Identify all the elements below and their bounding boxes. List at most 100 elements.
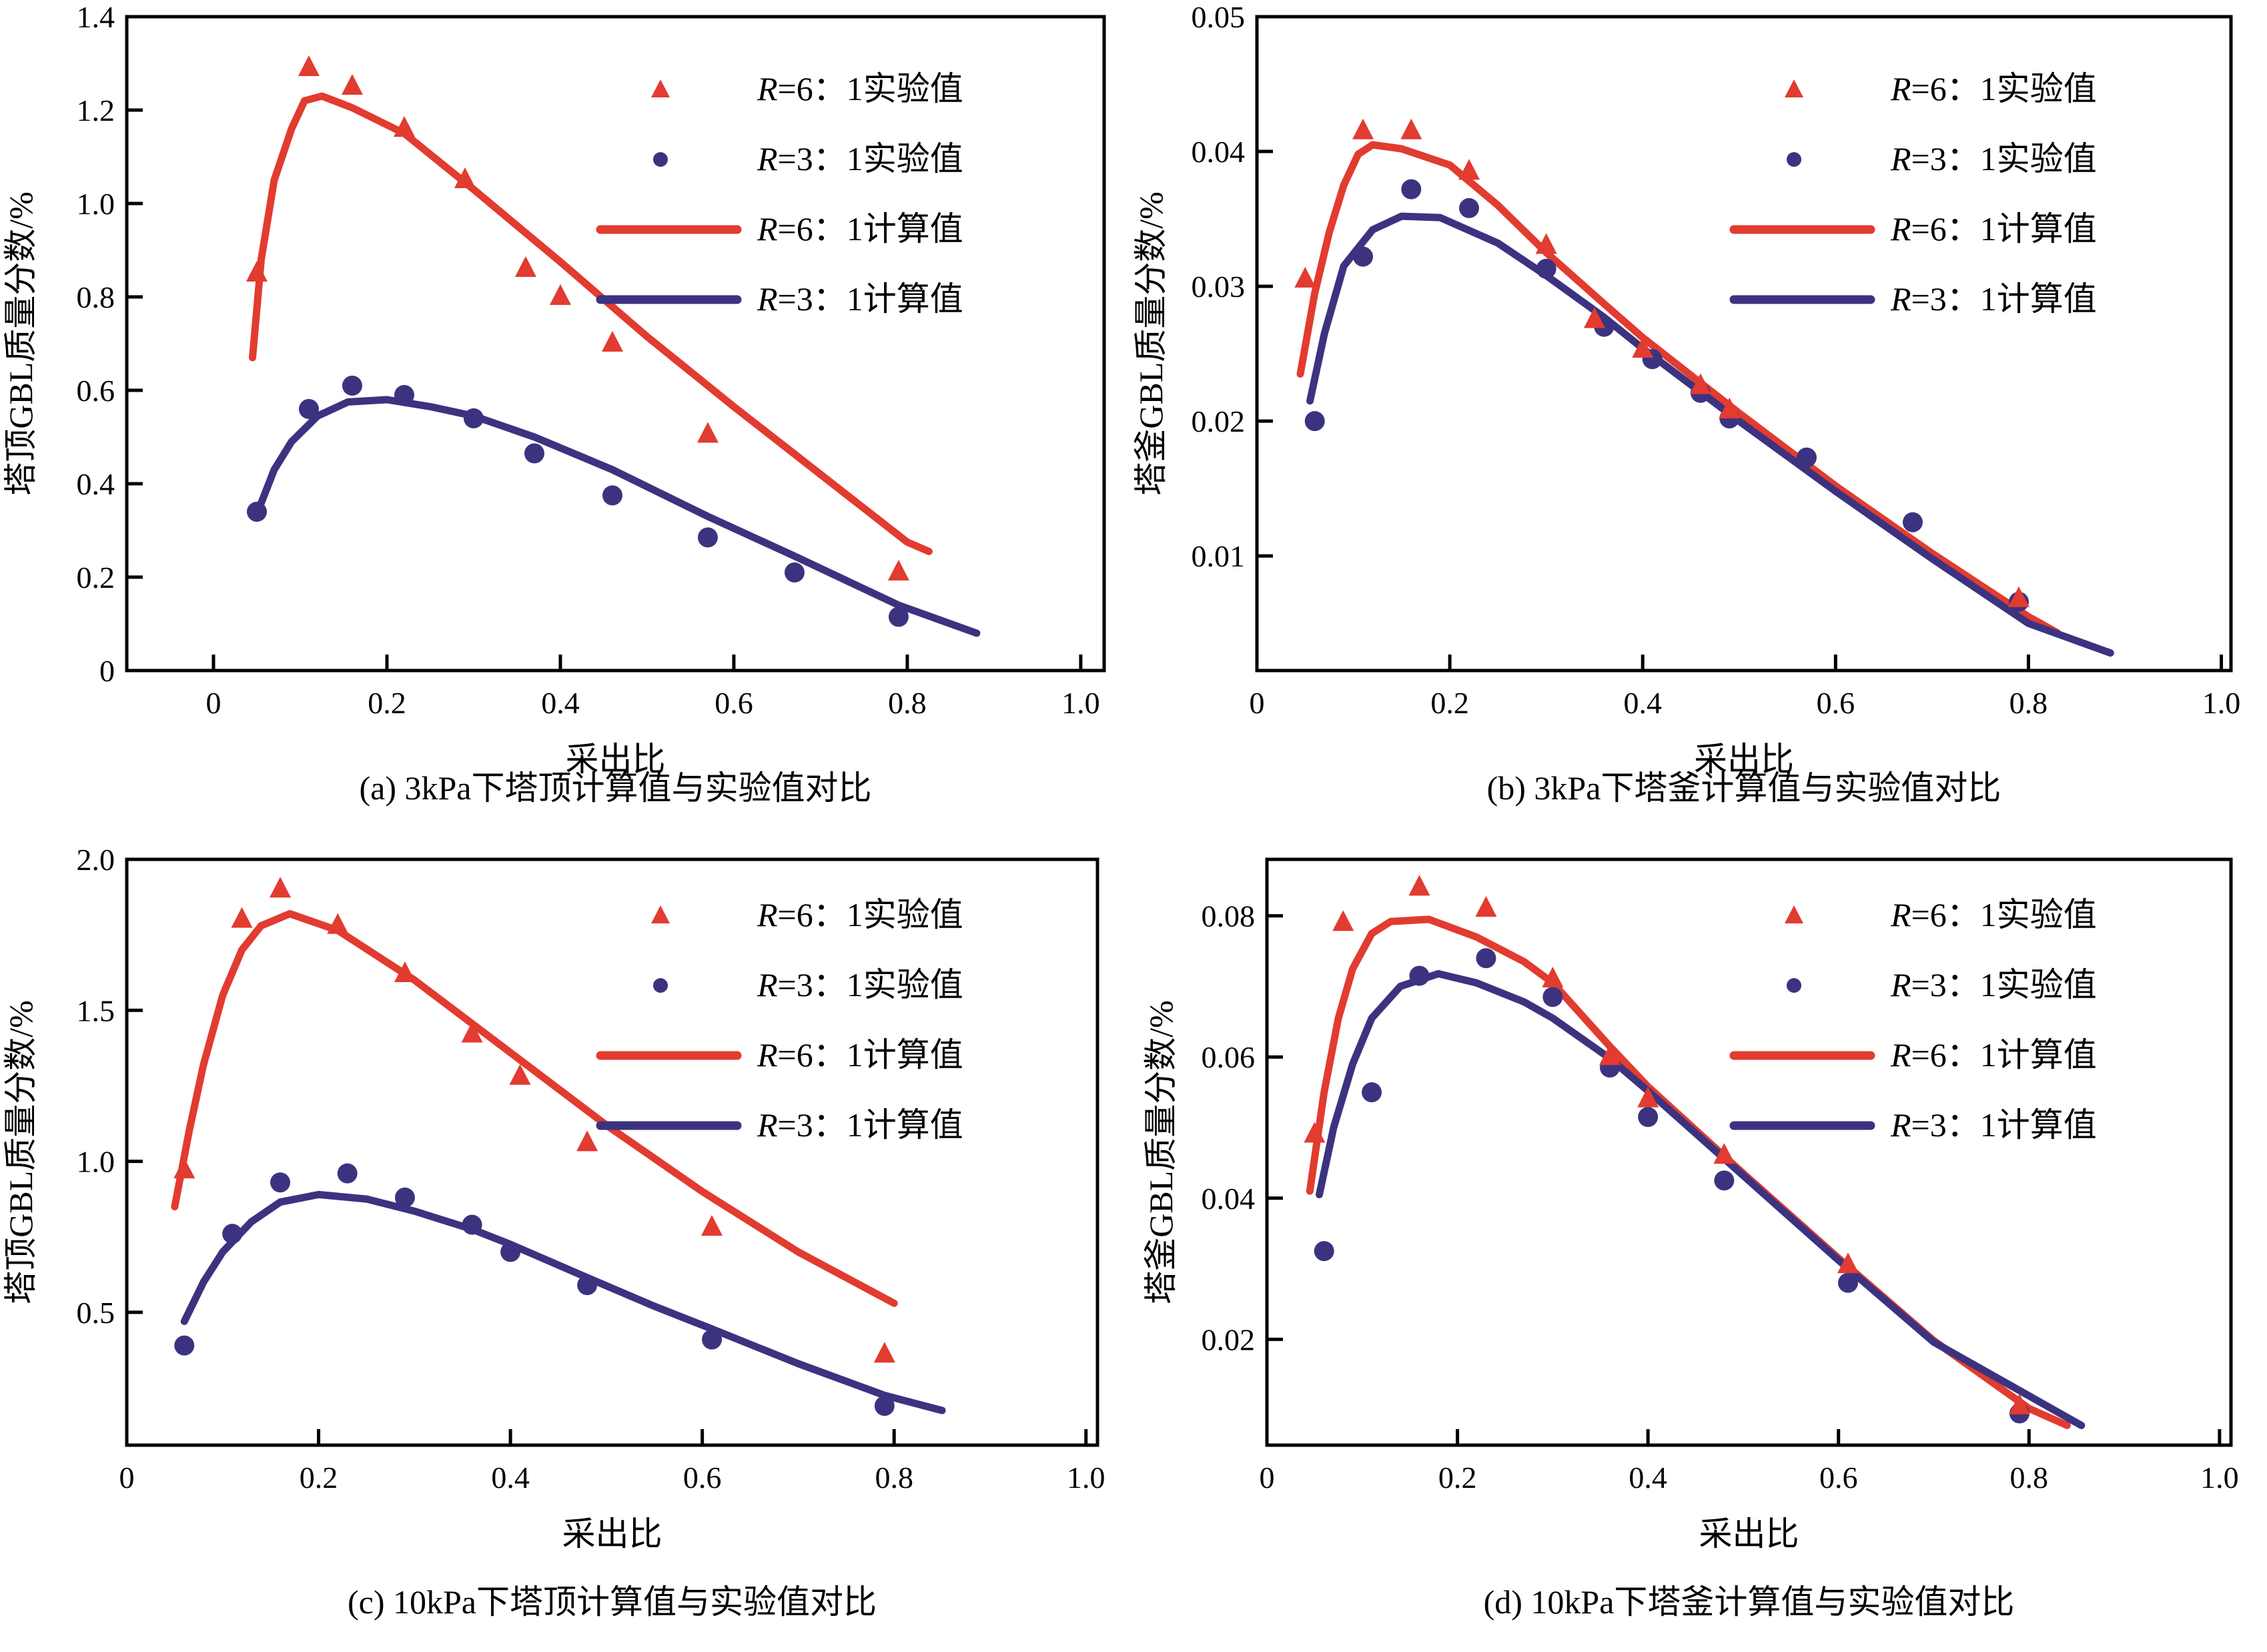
series-r6-exp-marker [1713, 1143, 1735, 1164]
x-tick-label: 0.8 [2009, 686, 2048, 720]
x-tick-label: 0.6 [683, 1461, 722, 1495]
series-r6-exp-marker [1400, 118, 1422, 139]
series-r6-exp-marker [2009, 1393, 2031, 1414]
legend-entry: R=6：1实验值 [651, 70, 963, 107]
y-tick-label: 0.01 [1192, 539, 1246, 573]
series-r6-exp-marker [1475, 896, 1497, 917]
series-r3-exp-marker [174, 1335, 195, 1356]
y-tick-label: 2.0 [77, 843, 115, 877]
legend-label: R=6：1计算值 [757, 210, 963, 248]
legend: R=6：1实验值 R=3：1实验值 R=6：1计算值 R=3：1计算值 [1729, 896, 2097, 1144]
legend-entry: R=6：1计算值 [1729, 210, 2097, 248]
series-r3-exp-marker [1638, 1107, 1659, 1128]
series-r6-exp-marker [1837, 1252, 1859, 1274]
legend: R=6：1实验值 R=3：1实验值 R=6：1计算值 R=3：1计算值 [1729, 70, 2097, 318]
series-r3-exp-marker [1536, 258, 1556, 279]
x-axis-label: 采出比 [566, 741, 666, 778]
y-tick-label: 1.2 [77, 93, 115, 127]
series-r3-exp-marker [1409, 965, 1430, 986]
series-r6-exp-marker [1583, 307, 1605, 328]
series-r6-exp-marker [1332, 910, 1354, 931]
y-axis-label: 塔釜GBL质量分数/% [1134, 191, 1170, 496]
legend-label: R=3：1实验值 [757, 966, 963, 1003]
legend-label: R=3：1实验值 [1890, 966, 2097, 1003]
series-r3-exp-marker [298, 399, 319, 419]
series-r6-exp-marker [1632, 337, 1654, 358]
series-r3-exp-marker [500, 1242, 521, 1262]
y-tick-label: 1.5 [77, 993, 115, 1027]
x-tick-label: 0.4 [1623, 686, 1662, 720]
series-r3-calc-line [253, 396, 981, 637]
series-r3-exp-marker [1476, 948, 1496, 969]
x-tick-label: 0 [205, 686, 221, 720]
series-r6-calc-line [1296, 141, 2062, 637]
legend-entry: R=6：1计算值 [596, 210, 963, 248]
series-r3-exp-marker [702, 1329, 723, 1350]
legend-label: R=6：1实验值 [757, 70, 963, 107]
y-tick-label: 1.0 [77, 187, 115, 221]
x-tick-label: 0.2 [368, 686, 406, 720]
y-tick-label: 0.8 [77, 280, 115, 314]
legend-circle-icon [653, 152, 668, 167]
legend-entry: R=3：1计算值 [1729, 280, 2097, 318]
legend-entry: R=3：1实验值 [1787, 966, 2097, 1003]
y-tick-label: 1.0 [77, 1145, 115, 1179]
series-r6-exp-marker [1352, 118, 1374, 139]
legend-label: R=3：1计算值 [1890, 280, 2097, 318]
y-tick-label: 0.08 [1202, 899, 1256, 933]
legend-entry: R=6：1计算值 [596, 1036, 963, 1074]
legend-entry: R=3：1实验值 [653, 140, 963, 177]
series-r3-exp-marker [1304, 411, 1325, 432]
x-tick-label: 1.0 [1061, 686, 1100, 720]
y-tick-label: 0.4 [77, 467, 115, 501]
y-axis-label: 塔顶GBL质量分数/% [2, 1000, 39, 1304]
y-tick-label: 0.05 [1192, 0, 1246, 34]
legend-label: R=3：1实验值 [757, 140, 963, 177]
x-tick-label: 1.0 [1067, 1461, 1105, 1495]
series-r3-exp-marker [1902, 512, 1923, 532]
series-r3-exp-marker [1401, 179, 1422, 199]
legend-entry: R=6：1实验值 [651, 896, 963, 933]
legend-label: R=6：1计算值 [757, 1036, 963, 1074]
series-r3-exp-marker [394, 1187, 415, 1208]
x-tick-label: 0 [119, 1461, 135, 1495]
panel-caption: (b) 3kPa下塔釜计算值与实验值对比 [1487, 769, 2001, 807]
plot-box [125, 15, 1106, 673]
legend: R=6：1实验值 R=3：1实验值 R=6：1计算值 R=3：1计算值 [596, 896, 963, 1144]
series-r6-exp-marker [1599, 1044, 1621, 1066]
y-tick-label: 0 [99, 654, 115, 688]
legend-entry: R=6：1实验值 [1785, 896, 2097, 933]
x-tick-label: 0.8 [875, 1461, 913, 1495]
x-tick-label: 0.2 [1430, 686, 1469, 720]
series-r3-exp-marker [222, 1224, 243, 1244]
series-r3-calc-line [1316, 969, 2086, 1429]
legend-entry: R=3：1计算值 [596, 280, 963, 318]
series-r6-exp-marker [601, 331, 623, 352]
series-r6-exp-marker [1542, 966, 1564, 987]
series-r6-exp-marker [576, 1130, 598, 1152]
x-tick-label: 0.4 [541, 686, 580, 720]
series-r3-exp-marker [524, 443, 544, 464]
y-tick-label: 0.02 [1202, 1322, 1256, 1356]
x-tick-label: 0.4 [1629, 1461, 1667, 1495]
legend-triangle-icon [1785, 79, 1803, 97]
panel-caption: (a) 3kPa下塔顶计算值与实验值对比 [360, 769, 872, 807]
chart-panel-b: 0 0.2 0.4 0.6 0.8 1.0 0.01 0.02 0.03 0.04 0.05 采出比 塔… [1134, 0, 2240, 807]
series-r3-exp-marker [784, 562, 805, 582]
series-r3-exp-marker [394, 385, 414, 405]
series-r3-exp-marker [463, 408, 484, 428]
y-tick-label: 0.02 [1192, 404, 1246, 438]
y-tick-label: 0.2 [77, 560, 115, 594]
legend-label: R=6：1实验值 [1890, 70, 2097, 107]
x-tick-label: 0.2 [300, 1461, 338, 1495]
series-r6-exp-marker [394, 961, 416, 982]
series-r6-exp-marker [1719, 398, 1741, 419]
legend-label: R=6：1实验值 [1890, 896, 2097, 933]
series-r3-exp-marker [1353, 246, 1374, 267]
panel-caption: (c) 10kPa下塔顶计算值与实验值对比 [348, 1583, 877, 1621]
legend-label: R=3：1计算值 [1890, 1106, 2097, 1144]
panel-caption: (d) 10kPa下塔釜计算值与实验值对比 [1484, 1583, 2015, 1621]
series-r6-exp-marker [231, 907, 253, 928]
series-r6-exp-marker [1689, 373, 1711, 394]
legend-entry: R=3：1实验值 [653, 966, 963, 1003]
